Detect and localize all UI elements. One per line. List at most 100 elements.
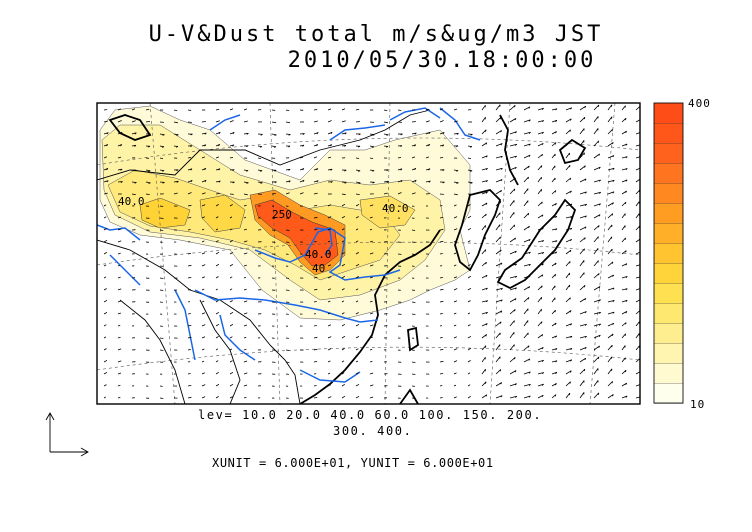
wind-vector-head: [499, 369, 502, 372]
wind-vector: [341, 383, 346, 387]
wind-vector-head: [246, 170, 249, 172]
wind-vector: [215, 348, 219, 351]
wind-vector: [551, 177, 556, 183]
wind-vector: [621, 345, 626, 351]
wind-vector: [579, 323, 587, 327]
wind-vector: [411, 313, 416, 315]
wind-vector: [523, 383, 531, 387]
wind-vector: [481, 129, 487, 135]
wind-vector: [593, 203, 601, 207]
wind-vector: [635, 276, 640, 279]
wind-vector-head: [428, 132, 431, 135]
wind-vector-head: [288, 134, 291, 136]
wind-vector-head: [528, 226, 530, 229]
wind-vector-head: [106, 168, 109, 171]
wind-vector-head: [599, 323, 601, 326]
wind-vector: [537, 372, 544, 375]
wind-vector: [523, 358, 531, 363]
wind-vector-head: [470, 134, 473, 136]
wind-vector: [117, 228, 122, 231]
wind-vector: [481, 381, 487, 387]
wind-vector: [565, 249, 572, 255]
wind-vector-head: [330, 132, 333, 135]
wind-vector: [523, 332, 529, 339]
wind-vector: [243, 348, 247, 351]
wind-vector-head: [555, 108, 558, 111]
wind-vector: [523, 371, 531, 375]
wind-vector: [453, 264, 457, 267]
wind-vector-head: [344, 182, 347, 184]
contour-label: 40: [312, 262, 325, 275]
wind-vector: [467, 300, 471, 303]
wind-vector-head: [611, 381, 613, 384]
wind-vector: [481, 274, 488, 279]
wind-vector-head: [612, 155, 615, 158]
wind-vector: [495, 104, 501, 111]
wind-vector-head: [148, 133, 151, 136]
wind-vector: [215, 336, 219, 339]
wind-vector-head: [514, 287, 517, 290]
wind-vector: [327, 264, 332, 267]
wind-vector: [565, 238, 572, 243]
wind-vector-head: [598, 225, 600, 228]
graticule: [97, 103, 640, 404]
wind-vector: [593, 311, 601, 315]
wind-vector: [551, 190, 557, 195]
wind-vector-head: [175, 146, 179, 148]
wind-vector-head: [555, 348, 558, 351]
wind-vector: [229, 336, 233, 339]
wind-vector-head: [554, 142, 557, 145]
wind-vector-head: [625, 288, 628, 291]
wind-vector-head: [554, 310, 556, 313]
wind-vector: [551, 322, 557, 327]
wind-vector-head: [514, 166, 517, 170]
wind-vector: [229, 204, 233, 207]
wind-vector: [579, 392, 585, 399]
wind-vector-head: [330, 168, 333, 171]
wind-vector: [229, 120, 234, 123]
wind-vector: [453, 276, 458, 279]
wind-vector: [201, 288, 205, 291]
wind-vector: [495, 382, 502, 387]
wind-vector: [117, 216, 121, 219]
wind-vector: [411, 241, 416, 243]
wind-vector: [327, 120, 332, 123]
wind-vector-head: [190, 145, 193, 148]
wind-vector: [117, 300, 122, 303]
wind-vector: [467, 275, 472, 279]
wind-vector: [607, 213, 613, 219]
wind-vector-head: [515, 395, 518, 398]
wind-vector-head: [469, 146, 473, 148]
wind-vector-head: [597, 140, 600, 143]
wind-vector: [621, 168, 628, 171]
wind-vector: [327, 360, 331, 363]
wind-vector: [355, 300, 359, 303]
wind-vector: [551, 228, 558, 231]
wind-vector: [607, 287, 615, 291]
wind-vector-head: [541, 274, 544, 277]
wind-vector: [593, 140, 599, 147]
wind-vector: [509, 320, 515, 327]
wind-vector: [523, 251, 531, 255]
wind-vector-head: [190, 168, 193, 171]
wind-vector-head: [542, 372, 544, 375]
wind-vector: [523, 106, 531, 111]
wind-vector: [341, 193, 346, 196]
wind-vector: [453, 300, 458, 303]
wind-vector: [243, 372, 248, 375]
wind-vector-head: [555, 228, 558, 231]
wind-vector: [579, 178, 587, 183]
wind-vector: [481, 261, 487, 267]
color-bar-segment: [653, 382, 684, 404]
wind-vector: [439, 385, 443, 387]
wind-vector: [201, 324, 206, 327]
wind-vector-head: [400, 133, 403, 136]
wind-vector: [565, 348, 573, 351]
wind-vector-head: [358, 133, 361, 136]
wind-vector-head: [584, 204, 587, 206]
wind-vector: [103, 288, 107, 291]
wind-vector-head: [555, 203, 557, 206]
wind-vector: [481, 345, 487, 351]
wind-vector-head: [162, 182, 165, 184]
wind-vector: [481, 237, 486, 243]
